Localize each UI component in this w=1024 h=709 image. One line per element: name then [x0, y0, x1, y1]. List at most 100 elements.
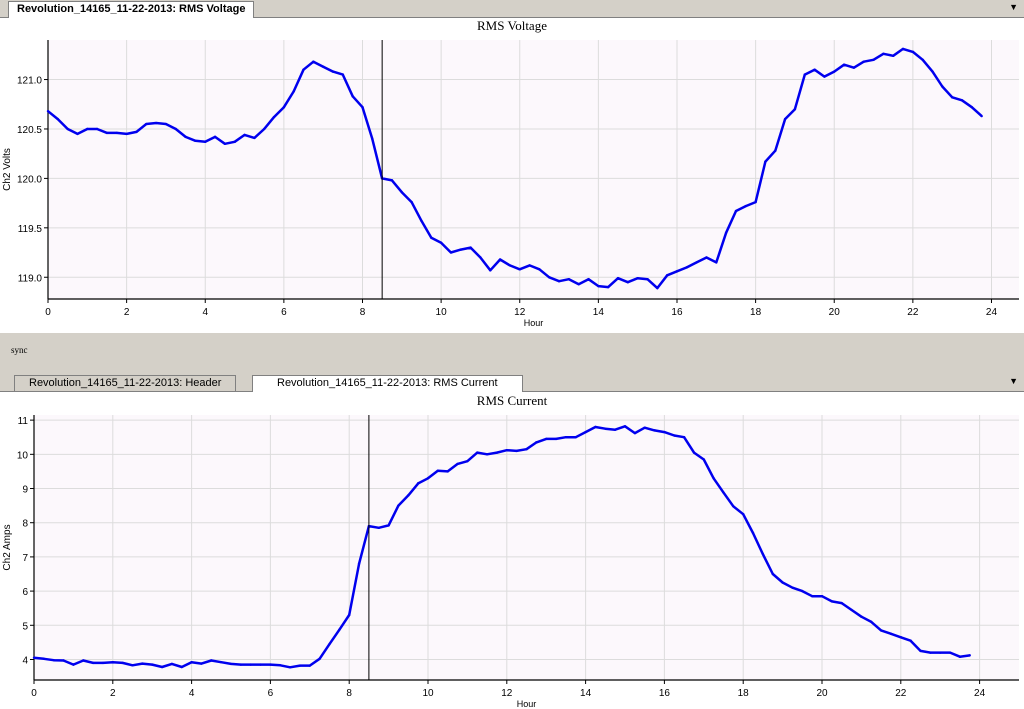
x-tick-label: 12: [501, 688, 513, 699]
data-point: [439, 241, 443, 244]
x-tick-label: 2: [110, 688, 116, 699]
x-tick-label: 20: [816, 688, 828, 699]
data-point: [643, 426, 646, 429]
data-point: [213, 135, 217, 139]
data-point: [466, 459, 469, 463]
x-tick-label: 18: [738, 688, 750, 699]
data-point: [692, 451, 696, 454]
data-point: [449, 251, 453, 254]
data-point: [456, 462, 459, 466]
data-point: [774, 149, 777, 152]
data-point: [515, 449, 518, 453]
data-point: [567, 278, 571, 281]
x-tick-label: 14: [580, 688, 592, 699]
data-point: [125, 132, 128, 136]
sync-label: sync: [11, 345, 28, 355]
data-point: [430, 236, 433, 239]
bottom-tab-strip: Revolution_14165_11-22-2013: Header Revo…: [0, 374, 1024, 392]
tab-header[interactable]: Revolution_14165_11-22-2013: Header: [14, 375, 237, 391]
data-point: [948, 651, 952, 654]
data-point: [377, 526, 380, 530]
current-chart-title: RMS Current: [476, 393, 548, 408]
y-tick-label: 9: [22, 485, 28, 496]
data-point: [243, 133, 246, 137]
tab-rms-current[interactable]: Revolution_14165_11-22-2013: RMS Current: [252, 375, 523, 392]
chevron-down-icon[interactable]: ▼: [1009, 2, 1018, 12]
data-point: [968, 654, 971, 657]
data-point: [76, 132, 79, 136]
data-point: [62, 659, 65, 662]
data-point: [604, 427, 607, 430]
data-point: [833, 70, 836, 73]
data-point: [505, 449, 508, 452]
tab-rms-voltage[interactable]: Revolution_14165_11-22-2013: RMS Voltage: [8, 1, 255, 18]
data-point: [219, 661, 223, 664]
voltage-chart[interactable]: 0 2 4 6 8 10 12 14 16 18 20 22 24119.0119.5120.0120.…: [0, 18, 1024, 333]
x-tick-label: 10: [436, 307, 448, 318]
data-point: [426, 477, 430, 480]
data-point: [174, 127, 177, 131]
x-tick-label: 12: [514, 307, 526, 318]
y-tick-label: 120.5: [17, 125, 42, 136]
data-point: [518, 268, 521, 271]
plot-area: [48, 40, 1019, 299]
data-point: [682, 436, 686, 439]
data-point: [899, 636, 902, 639]
y-tick-label: 4: [22, 655, 28, 666]
data-point: [577, 282, 580, 286]
data-point: [554, 437, 558, 441]
data-point: [901, 47, 905, 51]
data-point: [781, 581, 784, 584]
data-point: [911, 50, 915, 54]
x-tick-label: 22: [895, 688, 907, 699]
data-point: [351, 95, 354, 98]
x-tick-label: 20: [829, 307, 841, 318]
data-point: [823, 75, 826, 78]
data-point: [180, 665, 183, 669]
data-point: [870, 620, 873, 624]
data-point: [318, 657, 321, 660]
x-axis-label: Hour: [524, 318, 544, 328]
x-tick-label: 16: [659, 688, 671, 699]
data-point: [495, 451, 499, 454]
data-point: [636, 277, 639, 280]
data-point: [587, 278, 590, 281]
data-point: [410, 200, 413, 204]
data-point: [436, 469, 440, 472]
data-point: [656, 286, 659, 290]
data-point: [233, 140, 236, 144]
data-point: [387, 524, 390, 527]
data-point: [210, 659, 213, 662]
data-point: [115, 131, 118, 135]
data-point: [734, 209, 738, 213]
chevron-down-icon[interactable]: ▼: [1009, 376, 1018, 386]
data-point: [331, 70, 335, 73]
data-point: [416, 482, 420, 485]
data-point: [72, 663, 75, 666]
data-point: [545, 437, 548, 441]
y-tick-label: 7: [22, 553, 28, 564]
data-point: [675, 270, 679, 273]
data-point: [939, 651, 942, 654]
data-point: [633, 431, 637, 435]
data-point: [46, 109, 50, 113]
data-point: [269, 663, 272, 666]
data-point: [312, 60, 315, 63]
data-point: [557, 280, 561, 283]
data-point: [801, 589, 804, 593]
data-point: [695, 261, 698, 264]
data-point: [931, 70, 934, 73]
data-point: [882, 52, 885, 56]
data-point: [889, 632, 893, 636]
data-point: [820, 595, 824, 598]
data-point: [842, 63, 846, 66]
data-point: [56, 117, 60, 121]
data-point: [813, 68, 816, 71]
x-tick-label: 0: [31, 688, 37, 699]
data-point: [783, 117, 787, 121]
x-tick-label: 0: [45, 307, 51, 318]
data-point: [328, 642, 331, 646]
data-point: [145, 122, 148, 126]
data-point: [872, 58, 875, 61]
